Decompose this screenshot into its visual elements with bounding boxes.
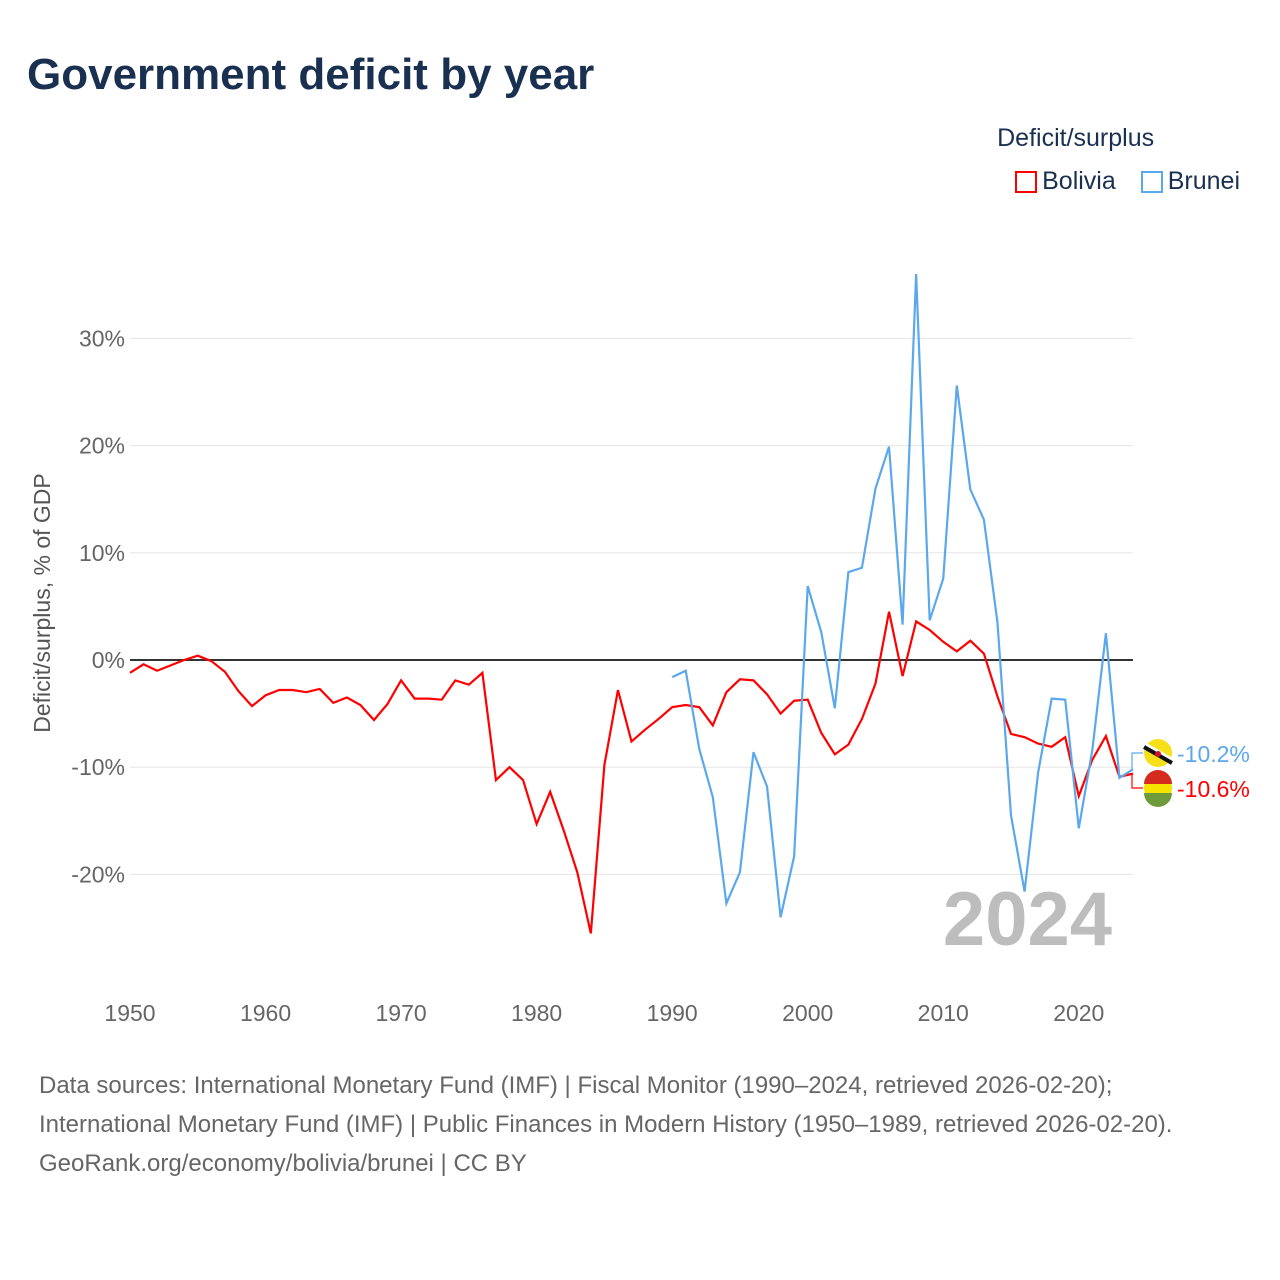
end-label-connector [1131,773,1143,789]
series-line-brunei[interactable] [671,274,1134,918]
y-tick-label: 0% [92,647,125,673]
x-tick-label: 1980 [511,1000,562,1026]
y-tick-label: 20% [79,433,125,459]
x-tick-label: 2020 [1053,1000,1104,1026]
end-value-label-brunei: -10.2% [1177,741,1250,767]
legend-swatch-bolivia [1015,170,1038,193]
x-tick-label: 2000 [782,1000,833,1026]
legend-item-brunei[interactable]: Brunei [1140,167,1240,196]
flag-stripe [1144,770,1172,784]
credit-link[interactable]: GeoRank.org/economy/bolivia/brunei | CC … [39,1150,527,1177]
legend-label-brunei: Brunei [1167,167,1240,195]
x-tick-label: 2010 [918,1000,969,1026]
y-tick-label: -10% [71,754,125,780]
x-tick-label: 1950 [104,1000,155,1026]
footer: Data sources: International Monetary Fun… [39,1066,1239,1183]
x-tick-label: 1990 [647,1000,698,1026]
x-tick-label: 1970 [375,1000,426,1026]
data-sources: Data sources: International Monetary Fun… [39,1072,1173,1138]
legend-item-bolivia[interactable]: Bolivia [1015,167,1116,196]
flag-emblem [1155,751,1161,757]
chart-plot: -20% -10% 0% 10% 20% 30% 1950 1960 1970 1980 1990 2… [29,274,1250,1026]
flag-stripe [1144,793,1172,807]
y-tick-label: 10% [79,540,125,566]
end-value-label-bolivia: -10.6% [1177,776,1250,802]
legend: Deficit/surplus Bolivia Brunei [997,124,1240,200]
legend-swatch-brunei [1140,170,1163,193]
y-axis-label: Deficit/surplus, % of GDP [29,473,55,732]
chart-title: Government deficit by year [27,50,595,99]
series-line-bolivia[interactable] [129,611,1134,934]
end-label-connector [1131,752,1143,770]
y-tick-label: -20% [71,861,125,887]
year-watermark: 2024 [943,877,1112,962]
legend-label-bolivia: Bolivia [1042,167,1116,195]
x-tick-label: 1960 [240,1000,291,1026]
legend-title: Deficit/surplus [997,124,1155,152]
y-tick-label: 30% [79,325,125,351]
